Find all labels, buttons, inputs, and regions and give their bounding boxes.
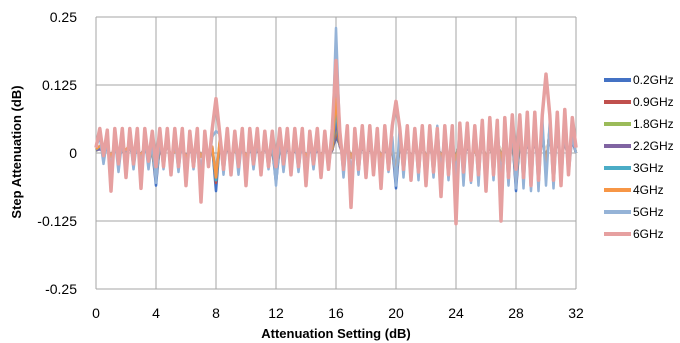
legend-label: 4GHz bbox=[633, 183, 664, 197]
y-tick-label: 0.125 bbox=[42, 77, 77, 93]
x-axis-title: Attenuation Setting (dB) bbox=[261, 326, 410, 341]
legend-label: 3GHz bbox=[633, 161, 664, 175]
y-tick-label: 0 bbox=[69, 145, 77, 161]
legend-label: 2.2GHz bbox=[633, 139, 674, 153]
y-tick-label: -0.25 bbox=[45, 281, 77, 297]
legend: 0.2GHz 0.9GHz 1.8GHz 2.2GHz 3GHz 4GHz 5GHz 6GHz bbox=[604, 73, 674, 241]
x-tick-label: 4 bbox=[152, 305, 160, 321]
y-tick-label: 0.25 bbox=[50, 9, 77, 25]
x-tick-label: 24 bbox=[448, 305, 464, 321]
x-tick-label: 32 bbox=[568, 305, 584, 321]
series-lines bbox=[94, 26, 578, 226]
legend-label: 0.9GHz bbox=[633, 95, 674, 109]
x-tick-label: 16 bbox=[328, 305, 344, 321]
x-tick-label: 28 bbox=[508, 305, 524, 321]
x-tick-label: 20 bbox=[388, 305, 404, 321]
x-tick-label: 12 bbox=[268, 305, 284, 321]
x-tick-labels: 0 4 8 12 16 20 24 28 32 bbox=[92, 305, 584, 321]
y-axis-title: Step Attenuation (dB) bbox=[9, 85, 24, 218]
legend-label: 0.2GHz bbox=[633, 73, 674, 87]
x-tick-label: 8 bbox=[212, 305, 220, 321]
series-line-6ghz bbox=[94, 58, 578, 226]
legend-label: 5GHz bbox=[633, 205, 664, 219]
x-tick-label: 0 bbox=[92, 305, 100, 321]
y-tick-labels: -0.25 -0.125 0 0.125 0.25 bbox=[37, 9, 77, 297]
legend-label: 1.8GHz bbox=[633, 117, 674, 131]
y-tick-label: -0.125 bbox=[37, 213, 77, 229]
legend-label: 6GHz bbox=[633, 227, 664, 241]
